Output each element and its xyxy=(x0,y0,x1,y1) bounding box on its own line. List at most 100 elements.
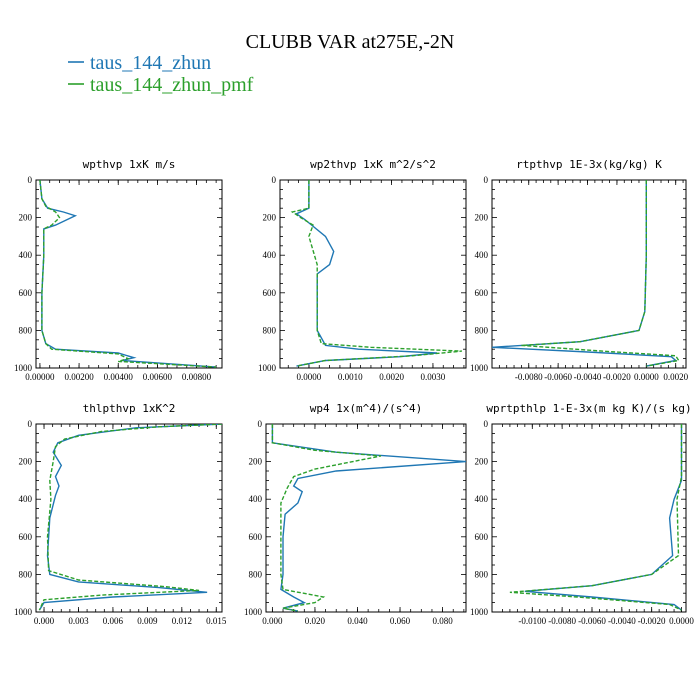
x-tick-label: 0.006 xyxy=(103,616,124,626)
series-line-zhun xyxy=(271,424,466,612)
x-tick-label: 0.0000 xyxy=(669,616,694,626)
y-tick-label: 1000 xyxy=(470,363,489,373)
y-tick-label: 200 xyxy=(19,213,33,223)
series-line-zhun-pmf xyxy=(271,424,382,612)
y-tick-label: 800 xyxy=(475,325,489,335)
y-tick-label: 200 xyxy=(475,457,489,467)
x-tick-label: 0.00600 xyxy=(143,372,173,382)
legend-label-zhun-pmf: taus_144_zhun_pmf xyxy=(90,74,254,96)
panel-3: rtpthvp 1E-3x(kg/kg) K 0 200 400 600 800 1000 -… xyxy=(470,158,689,382)
x-tick-label: 0.080 xyxy=(432,616,453,626)
legend-label-zhun: taus_144_zhun xyxy=(90,52,211,74)
y-tick-label: 800 xyxy=(249,569,263,579)
x-tick-label: -0.0100 xyxy=(518,616,546,626)
plot-frame xyxy=(491,423,687,613)
series-line-zhun-pmf xyxy=(290,180,462,367)
x-tick-label: 0.015 xyxy=(206,616,227,626)
y-tick-label: 200 xyxy=(249,457,263,467)
y-tick-label: 200 xyxy=(19,457,33,467)
panel-title: thlpthvp 1xK^2 xyxy=(83,402,176,415)
y-tick-label: 600 xyxy=(249,532,263,542)
x-tick-label: -0.0080 xyxy=(548,616,576,626)
series-line-zhun-pmf xyxy=(39,180,217,368)
y-tick-label: 600 xyxy=(475,288,489,298)
x-tick-label: 0.0020 xyxy=(379,372,404,382)
series-line-zhun-pmf xyxy=(509,424,683,611)
x-tick-label: 0.00800 xyxy=(182,372,212,382)
x-tick-label: 0.003 xyxy=(68,616,89,626)
y-tick-label: 1000 xyxy=(244,607,263,617)
y-tick-label: 400 xyxy=(475,250,489,260)
panel-2: wp2thvp 1xK m^2/s^2 0 200 400 600 800 1000 0.00… xyxy=(258,158,467,382)
y-tick-label: 0 xyxy=(28,175,33,185)
panel-6: wprtpthlp 1-E-3x(m kg K)/(s kg) 0 200 400 60… xyxy=(470,402,694,626)
y-tick-label: 400 xyxy=(249,494,263,504)
series-line-zhun-pmf xyxy=(38,424,222,611)
y-tick-label: 0 xyxy=(28,419,33,429)
y-tick-label: 600 xyxy=(475,532,489,542)
figure-title: CLUBB VAR at275E,-2N xyxy=(246,31,455,53)
x-tick-label: 0.012 xyxy=(172,616,192,626)
y-tick-label: 800 xyxy=(19,569,33,579)
x-tick-label: 0.00200 xyxy=(64,372,94,382)
x-tick-label: 0.000 xyxy=(34,616,55,626)
x-tick-label: -0.0060 xyxy=(544,372,572,382)
x-tick-label: -0.0040 xyxy=(608,616,636,626)
x-tick-label: 0.0030 xyxy=(421,372,446,382)
series-line-zhun xyxy=(38,424,222,611)
y-tick-label: 1000 xyxy=(470,607,489,617)
y-tick-label: 0 xyxy=(484,419,489,429)
y-tick-label: 200 xyxy=(475,213,489,223)
series-line-zhun xyxy=(492,180,678,367)
x-tick-label: 0.0010 xyxy=(338,372,363,382)
plot-frame xyxy=(35,423,223,613)
series-line-zhun-pmf xyxy=(521,180,680,367)
series-line-zhun xyxy=(39,180,217,368)
x-tick-label: -0.0060 xyxy=(578,616,606,626)
x-tick-label: -0.0080 xyxy=(515,372,543,382)
x-tick-label: -0.0020 xyxy=(603,372,631,382)
series-line-zhun xyxy=(524,424,683,611)
x-tick-label: 0.0000 xyxy=(297,372,322,382)
y-tick-label: 800 xyxy=(475,569,489,579)
panel-title: wp2thvp 1xK m^2/s^2 xyxy=(310,158,436,171)
y-tick-label: 800 xyxy=(19,325,33,335)
x-tick-label: 0.060 xyxy=(390,616,411,626)
plot-frame xyxy=(265,423,467,613)
x-tick-label: 0.009 xyxy=(137,616,158,626)
x-tick-label: 0.00000 xyxy=(25,372,55,382)
panel-title: wprtpthlp 1-E-3x(m kg K)/(s kg) xyxy=(486,402,691,415)
y-tick-label: 600 xyxy=(263,288,277,298)
panel-title: wpthvp 1xK m/s xyxy=(83,158,176,171)
x-tick-label: 0.0020 xyxy=(663,372,688,382)
panel-title: wp4 1x(m^4)/(s^4) xyxy=(310,402,423,415)
x-tick-label: 0.040 xyxy=(347,616,368,626)
plot-frame xyxy=(35,179,223,369)
panel-title: rtpthvp 1E-3x(kg/kg) K xyxy=(516,158,662,171)
y-tick-label: 800 xyxy=(263,325,277,335)
y-tick-label: 400 xyxy=(19,494,33,504)
x-tick-label: -0.0040 xyxy=(574,372,602,382)
y-tick-label: 400 xyxy=(19,250,33,260)
y-tick-label: 200 xyxy=(263,213,277,223)
series-line-zhun xyxy=(295,180,438,367)
y-tick-label: 600 xyxy=(19,532,33,542)
y-tick-label: 1000 xyxy=(14,363,33,373)
x-tick-label: 0.0000 xyxy=(634,372,659,382)
x-tick-label: 0.00400 xyxy=(104,372,134,382)
x-tick-label: 0.020 xyxy=(305,616,326,626)
x-tick-label: 0.000 xyxy=(262,616,283,626)
y-tick-label: 1000 xyxy=(258,363,277,373)
y-tick-label: 0 xyxy=(272,175,277,185)
x-tick-label: -0.0020 xyxy=(638,616,666,626)
y-tick-label: 600 xyxy=(19,288,33,298)
y-tick-label: 0 xyxy=(258,419,263,429)
y-tick-label: 400 xyxy=(475,494,489,504)
y-tick-label: 0 xyxy=(484,175,489,185)
y-tick-label: 1000 xyxy=(14,607,33,617)
